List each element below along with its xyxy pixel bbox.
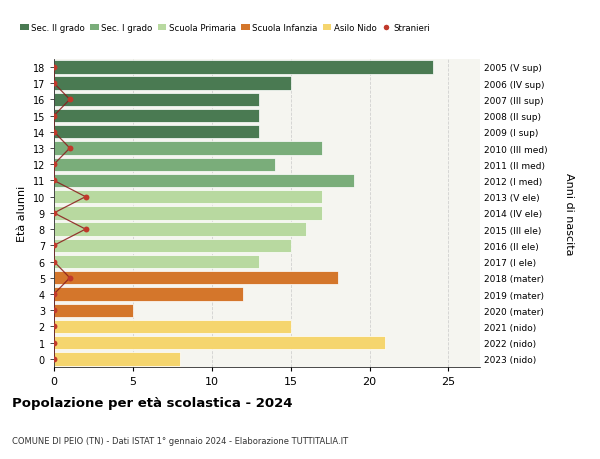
Point bbox=[65, 274, 74, 282]
Point bbox=[49, 323, 59, 330]
Bar bbox=[54, 336, 385, 350]
Bar bbox=[54, 158, 275, 172]
Bar bbox=[54, 126, 259, 139]
Legend: Sec. II grado, Sec. I grado, Scuola Primaria, Scuola Infanzia, Asilo Nido, Stran: Sec. II grado, Sec. I grado, Scuola Prim… bbox=[20, 24, 430, 33]
Point bbox=[49, 210, 59, 217]
Point bbox=[49, 242, 59, 250]
Point bbox=[49, 291, 59, 298]
Point bbox=[65, 96, 74, 104]
Bar bbox=[54, 353, 180, 366]
Y-axis label: Età alunni: Età alunni bbox=[17, 185, 27, 241]
Point bbox=[49, 355, 59, 363]
Point bbox=[81, 226, 91, 233]
Bar bbox=[54, 223, 307, 236]
Point bbox=[81, 194, 91, 201]
Point bbox=[49, 161, 59, 168]
Point bbox=[49, 80, 59, 88]
Text: Popolazione per età scolastica - 2024: Popolazione per età scolastica - 2024 bbox=[12, 396, 293, 409]
Bar bbox=[54, 174, 354, 188]
Bar bbox=[54, 77, 290, 90]
Bar bbox=[54, 239, 290, 252]
Bar bbox=[54, 94, 259, 107]
Point bbox=[49, 64, 59, 72]
Text: COMUNE DI PEIO (TN) - Dati ISTAT 1° gennaio 2024 - Elaborazione TUTTITALIA.IT: COMUNE DI PEIO (TN) - Dati ISTAT 1° genn… bbox=[12, 436, 348, 445]
Bar bbox=[54, 255, 259, 269]
Y-axis label: Anni di nascita: Anni di nascita bbox=[565, 172, 574, 255]
Point bbox=[49, 177, 59, 185]
Bar bbox=[54, 272, 338, 285]
Bar bbox=[54, 142, 322, 155]
Bar bbox=[54, 110, 259, 123]
Point bbox=[49, 307, 59, 314]
Bar bbox=[54, 207, 322, 220]
Point bbox=[49, 129, 59, 136]
Point bbox=[49, 258, 59, 266]
Bar bbox=[54, 304, 133, 317]
Bar bbox=[54, 320, 290, 333]
Bar bbox=[54, 288, 244, 301]
Point bbox=[49, 112, 59, 120]
Bar bbox=[54, 61, 433, 74]
Bar bbox=[54, 190, 322, 204]
Point bbox=[49, 339, 59, 347]
Point bbox=[65, 145, 74, 152]
